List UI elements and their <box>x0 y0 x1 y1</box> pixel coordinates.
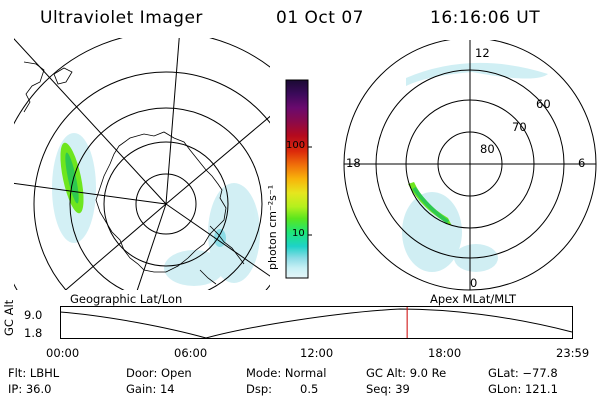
geo-meridian <box>136 203 167 290</box>
glat-info: GLat: −77.8 <box>488 366 558 380</box>
timeline-xtick-2359: 23:59 <box>556 346 590 360</box>
geo-meridian <box>14 38 167 205</box>
gc-alt-info: GC Alt: 9.0 Re <box>366 366 447 380</box>
door-info: Door: Open <box>126 366 192 380</box>
mlt-label-0: 0 <box>470 276 478 290</box>
mlat-label-60: 60 <box>536 97 551 111</box>
timeline-axis-label: GC Alt <box>2 299 16 336</box>
mode-info: Mode: Normal <box>246 366 327 380</box>
geographic-map <box>14 38 270 290</box>
geo-meridian <box>165 38 180 205</box>
colorbar-tick-100: 100 <box>286 140 306 151</box>
mag-aurora-band <box>408 182 452 226</box>
mlt-label-12: 12 <box>475 46 490 60</box>
filter-info: Flt: LBHL <box>8 366 60 380</box>
mlt-label-18: 18 <box>346 156 361 170</box>
timeline-xtick-0600: 06:00 <box>174 346 208 360</box>
orbit-altitude-plot <box>60 306 573 339</box>
intensity-colorbar: photon cm⁻²s⁻¹ <box>266 79 312 279</box>
timeline-xtick-1800: 18:00 <box>428 346 462 360</box>
geo-lat-circle <box>33 71 270 290</box>
seq-info: Seq: 39 <box>366 382 410 396</box>
colorbar-unit-label: photon cm⁻²s⁻¹ <box>266 185 279 270</box>
geo-meridian <box>165 115 270 205</box>
dsp-value: 0.5 <box>300 382 319 396</box>
southern-ocean-coastline <box>23 61 245 285</box>
altitude-curve <box>60 308 573 339</box>
geo-meridian <box>14 182 167 205</box>
magnetic-map-label: Apex MLat/MLT <box>430 292 517 306</box>
magnetic-map <box>343 40 597 291</box>
geo-meridian <box>64 203 167 290</box>
geo-aurora-band <box>60 142 226 247</box>
geo-lat-circle <box>103 141 229 267</box>
mlat-label-70: 70 <box>512 120 527 134</box>
timeline-xtick-0000: 00:00 <box>46 346 80 360</box>
imager-title: Ultraviolet Imager <box>40 8 203 28</box>
geographic-map-label: Geographic Lat/Lon <box>70 292 183 306</box>
geo-meridian <box>165 203 270 277</box>
colorbar-gradient <box>285 79 309 279</box>
mag-aurora-haze <box>402 62 548 272</box>
timeline-ytick-low: 1.8 <box>24 326 43 340</box>
glon-info: GLon: 121.1 <box>488 382 558 396</box>
timeline-xtick-1200: 12:00 <box>300 346 334 360</box>
gain-info: Gain: 14 <box>126 382 175 396</box>
geo-lat-circle <box>69 107 263 290</box>
timeline-ytick-high: 9.0 <box>24 308 43 322</box>
image-time: 16:16:06 UT <box>430 8 541 28</box>
ip-info: IP: 36.0 <box>8 382 52 396</box>
geo-lat-circle <box>135 173 197 235</box>
antarctica-coastline <box>95 131 227 273</box>
mlt-label-6: 6 <box>578 156 586 170</box>
mlat-label-80: 80 <box>480 142 495 156</box>
colorbar-tick-10: 10 <box>292 228 305 239</box>
image-date: 01 Oct 07 <box>276 8 364 28</box>
dsp-label: Dsp: <box>246 382 273 396</box>
